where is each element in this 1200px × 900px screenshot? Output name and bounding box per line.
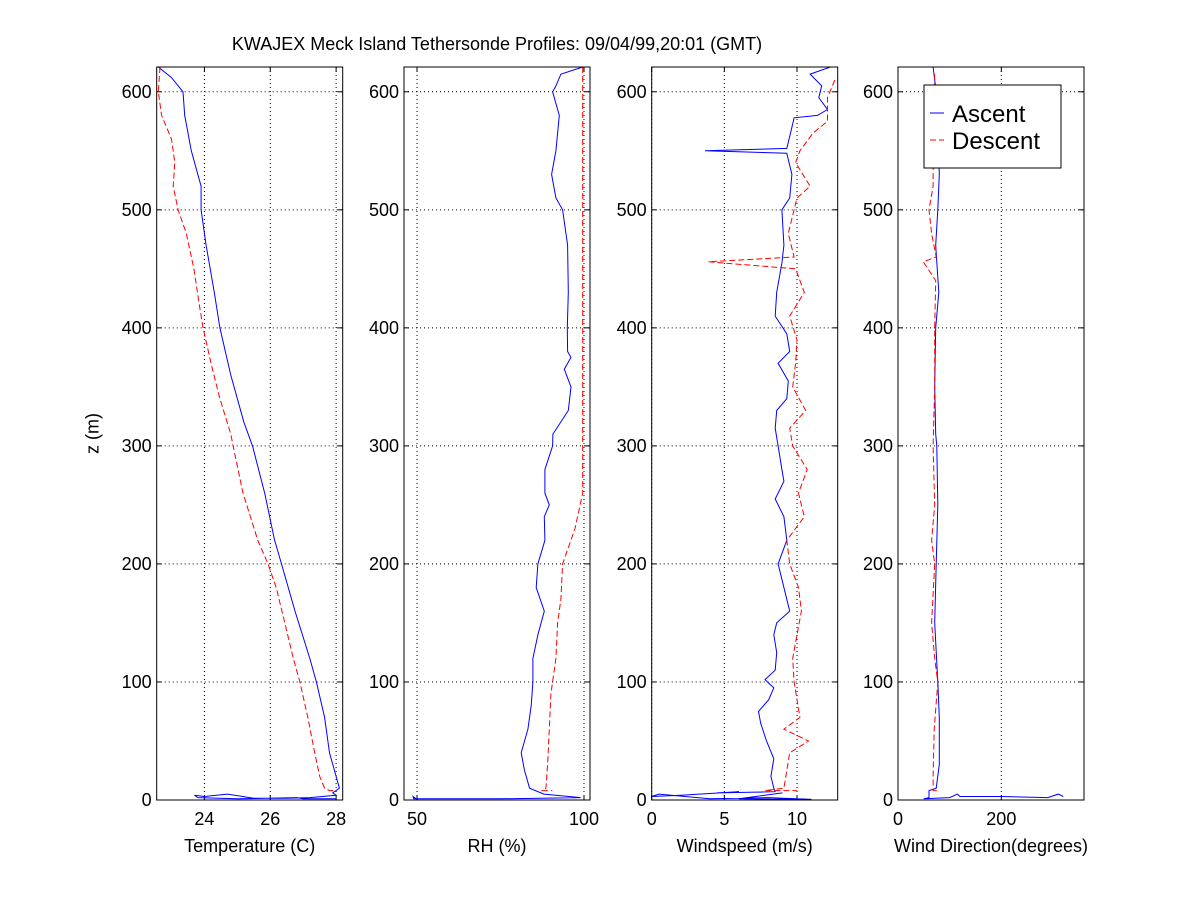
y-tick-label: 400: [122, 318, 152, 338]
y-tick-label: 500: [617, 200, 647, 220]
y-tick-label: 0: [389, 790, 399, 810]
y-tick-label: 500: [122, 200, 152, 220]
legend-box: [923, 84, 1062, 169]
x-tick-label: 0: [893, 809, 903, 829]
descent-series-line: [157, 67, 335, 792]
x-tick-label: 10: [787, 809, 807, 829]
legend-ascent-label: Ascent: [952, 101, 1026, 128]
y-tick-label: 400: [617, 318, 647, 338]
axes-background: [404, 67, 590, 800]
ascent-series-line: [651, 67, 831, 800]
x-tick-label: 28: [326, 809, 346, 829]
x-axis-label: Windspeed (m/s): [677, 836, 813, 856]
y-tick-label: 400: [369, 318, 399, 338]
descent-series-line: [922, 74, 939, 792]
y-tick-label: 0: [637, 790, 647, 810]
y-tick-label: 300: [369, 436, 399, 456]
y-tick-label: 600: [122, 82, 152, 102]
x-axis-label: RH (%): [468, 836, 527, 856]
legend-descent-label: Descent: [952, 128, 1040, 155]
subplot-4: 0 100 200 300 400 500 600 0 200 Wind Direction(de…: [863, 66, 1088, 856]
x-tick-label: 50: [407, 809, 427, 829]
axes-box: [403, 66, 591, 801]
subplot-3: 0 100 200 300 400 500 600 0 5 10 Windspeed (m/s): [617, 66, 839, 856]
subplot-1: 0 100 200 300 400 500 600 24 26 28 Temperature (C)…: [83, 66, 346, 856]
y-tick-label: 200: [617, 554, 647, 574]
ascent-series-line: [157, 67, 340, 800]
y-tick-label: 500: [369, 200, 399, 220]
y-tick-label: 100: [617, 672, 647, 692]
ascent-series-line: [923, 67, 1064, 800]
y-tick-label: 400: [863, 318, 893, 338]
subplot-2: 0 100 200 300 400 500 600 50 100 RH (%): [369, 66, 599, 856]
x-tick-label: 26: [260, 809, 280, 829]
x-tick-label: 200: [986, 809, 1016, 829]
y-tick-label: 300: [863, 436, 893, 456]
y-tick-label: 100: [369, 672, 399, 692]
y-tick-label: 300: [122, 436, 152, 456]
axes-box: [897, 66, 1085, 801]
y-tick-label: 600: [863, 82, 893, 102]
y-tick-label: 200: [122, 554, 152, 574]
y-tick-label: 0: [142, 790, 152, 810]
y-tick-label: 100: [863, 672, 893, 692]
y-tick-label: 0: [883, 790, 893, 810]
axes-background: [651, 67, 838, 800]
x-tick-label: 24: [194, 809, 214, 829]
axes-box: [156, 66, 344, 801]
chart-title: KWAJEX Meck Island Tethersonde Profiles:…: [232, 34, 762, 54]
y-axis-label: z (m): [83, 413, 103, 454]
axes-background: [156, 67, 343, 800]
x-axis-label: Temperature (C): [184, 836, 315, 856]
descent-series-line: [708, 79, 836, 792]
x-tick-label: 0: [647, 809, 657, 829]
y-tick-label: 200: [369, 554, 399, 574]
axes-background: [898, 67, 1084, 800]
y-tick-label: 300: [617, 436, 647, 456]
x-tick-label: 5: [719, 809, 729, 829]
y-tick-label: 600: [617, 82, 647, 102]
ascent-series-line: [412, 67, 583, 800]
x-tick-label: 100: [569, 809, 599, 829]
y-tick-label: 500: [863, 200, 893, 220]
x-axis-label: Wind Direction(degrees): [894, 836, 1088, 856]
y-tick-label: 200: [863, 554, 893, 574]
descent-series-line: [540, 67, 584, 792]
y-tick-label: 100: [122, 672, 152, 692]
y-tick-label: 600: [369, 82, 399, 102]
axes-box: [651, 66, 839, 801]
